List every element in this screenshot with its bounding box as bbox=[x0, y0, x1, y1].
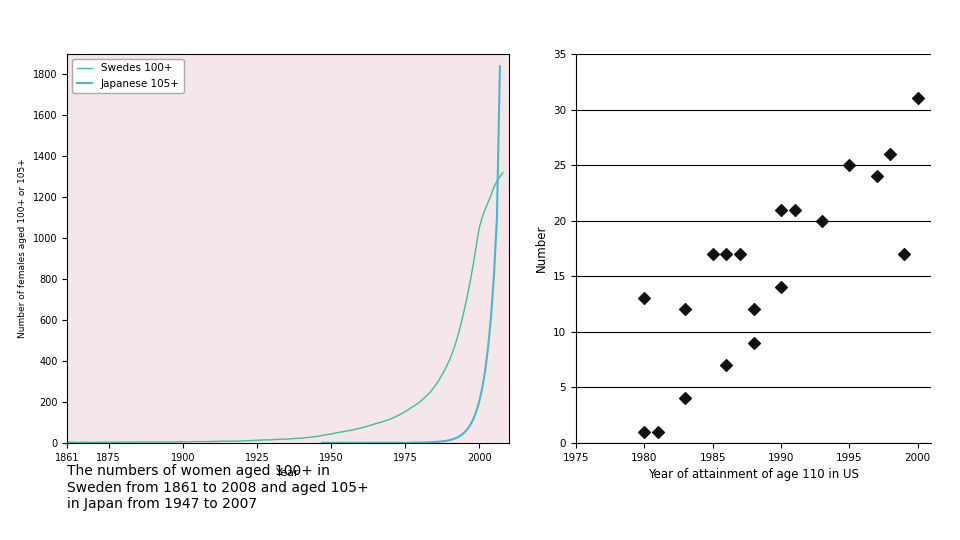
Point bbox=[732, 249, 748, 258]
Swedes 100+ bbox=[272, 436, 283, 443]
Japanese 105+ bbox=[470, 408, 482, 415]
Japanese 105+ bbox=[317, 440, 328, 446]
Point bbox=[719, 249, 734, 258]
Swedes 100+ bbox=[61, 439, 73, 446]
Text: The numbers of women aged 100+ in
Sweden from 1861 to 2008 and aged 105+
in Japa: The numbers of women aged 100+ in Sweden… bbox=[67, 464, 369, 511]
Line: Swedes 100+: Swedes 100+ bbox=[67, 173, 503, 442]
Japanese 105+ bbox=[358, 440, 370, 446]
Point bbox=[746, 339, 761, 347]
Point bbox=[678, 305, 693, 314]
Point bbox=[746, 305, 761, 314]
Japanese 105+ bbox=[423, 439, 435, 446]
Legend: Swedes 100+, Japanese 105+: Swedes 100+, Japanese 105+ bbox=[72, 59, 183, 93]
Y-axis label: Number of females aged 100+ or 105+: Number of females aged 100+ or 105+ bbox=[18, 159, 27, 338]
Point bbox=[869, 172, 884, 180]
Point bbox=[787, 205, 803, 214]
Point bbox=[910, 94, 925, 103]
Swedes 100+ bbox=[280, 436, 292, 442]
Swedes 100+ bbox=[372, 420, 384, 426]
Point bbox=[705, 249, 720, 258]
Swedes 100+ bbox=[497, 170, 509, 176]
Point bbox=[814, 217, 829, 225]
Y-axis label: Number: Number bbox=[535, 225, 547, 272]
Point bbox=[882, 150, 898, 158]
X-axis label: Year of attainment of age 110 in US: Year of attainment of age 110 in US bbox=[648, 468, 859, 481]
Swedes 100+ bbox=[148, 438, 159, 445]
Swedes 100+ bbox=[331, 429, 343, 436]
Point bbox=[636, 294, 652, 303]
Point bbox=[678, 394, 693, 403]
Line: Japanese 105+: Japanese 105+ bbox=[323, 66, 500, 443]
Swedes 100+ bbox=[70, 439, 82, 446]
Point bbox=[773, 283, 788, 292]
Japanese 105+ bbox=[494, 63, 506, 70]
Point bbox=[636, 427, 652, 436]
Japanese 105+ bbox=[378, 440, 390, 446]
Japanese 105+ bbox=[411, 440, 422, 446]
Point bbox=[719, 361, 734, 369]
Point bbox=[842, 161, 857, 170]
X-axis label: Year: Year bbox=[276, 468, 300, 478]
Japanese 105+ bbox=[352, 440, 364, 446]
Point bbox=[897, 249, 912, 258]
Point bbox=[773, 205, 788, 214]
Swedes 100+ bbox=[94, 439, 106, 446]
Point bbox=[650, 427, 665, 436]
